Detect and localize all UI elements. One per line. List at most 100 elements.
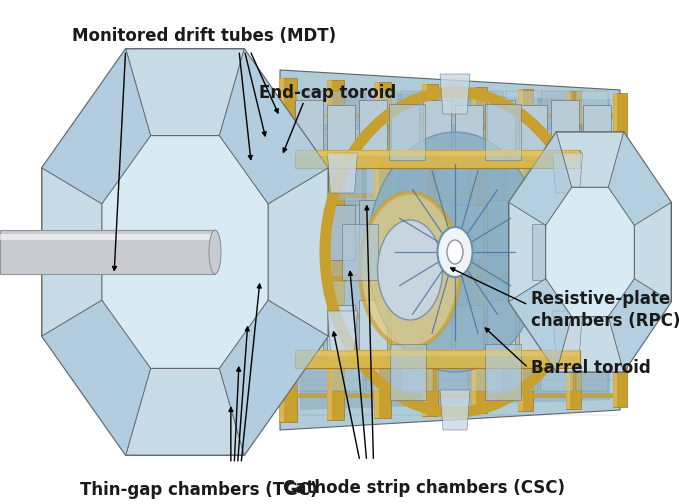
Bar: [331, 91, 363, 125]
Bar: [583, 205, 611, 260]
Bar: [366, 319, 398, 353]
Polygon shape: [509, 132, 572, 225]
Polygon shape: [485, 104, 521, 160]
Bar: [391, 105, 419, 160]
Bar: [436, 91, 468, 125]
Bar: [331, 243, 363, 277]
Bar: [296, 167, 328, 201]
Bar: [296, 357, 328, 391]
Polygon shape: [532, 224, 568, 280]
Bar: [471, 129, 503, 163]
Bar: [487, 100, 515, 155]
Bar: [327, 205, 355, 260]
Bar: [422, 85, 427, 416]
Bar: [541, 319, 573, 353]
Bar: [576, 167, 608, 201]
Ellipse shape: [360, 193, 460, 347]
Bar: [366, 167, 398, 201]
Ellipse shape: [367, 132, 543, 372]
Bar: [401, 357, 433, 391]
Bar: [359, 200, 387, 255]
Bar: [541, 357, 573, 391]
Text: Thin-gap chambers (TGC): Thin-gap chambers (TGC): [80, 481, 318, 499]
Polygon shape: [509, 279, 572, 372]
Bar: [366, 243, 398, 277]
Bar: [613, 93, 617, 407]
Polygon shape: [327, 311, 357, 351]
Ellipse shape: [447, 240, 463, 264]
Bar: [519, 205, 547, 260]
Text: Barrel toroid: Barrel toroid: [531, 359, 650, 377]
Text: Cathode strip chambers (CSC): Cathode strip chambers (CSC): [283, 479, 566, 497]
Polygon shape: [440, 74, 470, 114]
Polygon shape: [42, 49, 328, 455]
Bar: [541, 167, 573, 201]
Bar: [487, 200, 515, 255]
Bar: [583, 105, 611, 160]
Bar: [566, 91, 570, 409]
Ellipse shape: [437, 227, 473, 277]
Polygon shape: [485, 344, 521, 400]
Bar: [506, 319, 538, 353]
Polygon shape: [219, 300, 328, 455]
Bar: [541, 91, 573, 125]
Bar: [436, 243, 468, 277]
Bar: [279, 78, 297, 422]
Bar: [423, 300, 451, 355]
Bar: [471, 319, 503, 353]
Bar: [359, 300, 387, 355]
Bar: [455, 105, 483, 160]
Bar: [436, 167, 468, 201]
Bar: [279, 78, 285, 422]
Bar: [436, 205, 468, 239]
Bar: [436, 281, 468, 315]
Text: End-cap toroid: End-cap toroid: [259, 84, 397, 102]
Polygon shape: [440, 390, 470, 430]
Bar: [576, 357, 608, 391]
Bar: [401, 243, 433, 277]
Bar: [471, 205, 503, 239]
Bar: [295, 350, 580, 368]
Bar: [366, 129, 398, 163]
Bar: [327, 80, 344, 420]
Bar: [541, 243, 573, 277]
Bar: [455, 205, 483, 260]
Bar: [295, 100, 323, 155]
Bar: [506, 205, 538, 239]
Bar: [506, 357, 538, 391]
Polygon shape: [0, 234, 215, 240]
Bar: [331, 205, 363, 239]
Bar: [583, 305, 611, 360]
Bar: [471, 91, 503, 125]
Polygon shape: [327, 153, 357, 193]
Bar: [295, 150, 580, 168]
Bar: [366, 91, 398, 125]
Polygon shape: [280, 70, 620, 430]
Bar: [506, 243, 538, 277]
Bar: [541, 205, 573, 239]
Polygon shape: [509, 132, 672, 372]
Bar: [401, 91, 433, 125]
Bar: [551, 200, 579, 255]
Bar: [566, 91, 581, 409]
Bar: [366, 205, 398, 239]
Bar: [296, 129, 328, 163]
Bar: [401, 205, 433, 239]
Polygon shape: [42, 300, 151, 455]
Bar: [455, 305, 483, 360]
Bar: [374, 82, 379, 418]
Bar: [366, 281, 398, 315]
Polygon shape: [553, 311, 583, 351]
Bar: [518, 89, 523, 411]
Bar: [551, 300, 579, 355]
Polygon shape: [42, 49, 151, 204]
Bar: [471, 357, 503, 391]
Bar: [487, 300, 515, 355]
Bar: [366, 357, 398, 391]
Bar: [436, 319, 468, 353]
Bar: [576, 129, 608, 163]
Bar: [359, 100, 387, 155]
Bar: [295, 350, 580, 356]
Bar: [327, 105, 355, 160]
Bar: [471, 167, 503, 201]
